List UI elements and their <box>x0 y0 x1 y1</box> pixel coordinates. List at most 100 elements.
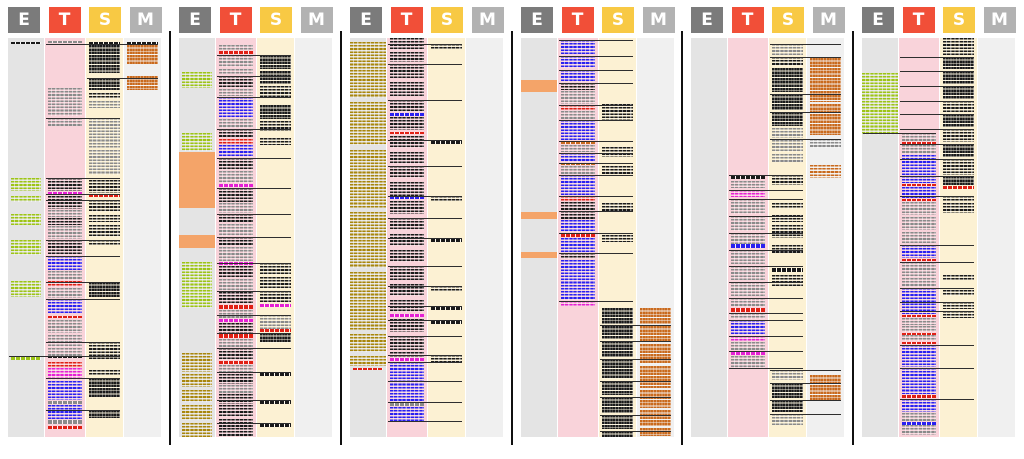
text-span-blue <box>902 345 936 367</box>
text-span-green <box>862 73 898 135</box>
text-span-orange <box>127 45 158 64</box>
text-span-orange <box>561 141 595 144</box>
text-span-black <box>431 44 462 49</box>
text-span-red <box>48 426 82 429</box>
text-span-black <box>602 203 633 211</box>
connector-line <box>900 159 974 160</box>
text-span-black <box>219 374 253 384</box>
text-span-magenta <box>219 319 253 322</box>
text-span-gray <box>731 282 765 296</box>
text-span-gray <box>561 145 595 152</box>
text-span-black <box>219 214 253 222</box>
connector-line <box>900 399 974 400</box>
text-span-gray <box>772 128 803 138</box>
text-span-blue <box>731 244 765 248</box>
text-span-black <box>219 292 253 304</box>
connector-line <box>900 144 974 145</box>
text-span-olive <box>182 390 212 402</box>
text-span-gray <box>561 111 595 119</box>
header-e-badge: E <box>8 7 40 33</box>
text-span-blue <box>902 288 936 314</box>
connector-line <box>217 400 291 401</box>
connector-line <box>770 370 841 371</box>
text-span-blue <box>390 197 424 199</box>
text-span-black <box>219 188 253 202</box>
connector-line <box>729 313 803 314</box>
connector-line <box>217 55 291 56</box>
text-span-gray <box>89 150 120 175</box>
text-span-gray <box>48 320 82 333</box>
connector-line <box>729 320 803 321</box>
text-span-black <box>943 203 974 213</box>
lane-e <box>521 38 557 437</box>
text-span-orange <box>640 366 671 388</box>
connector-line <box>217 237 291 238</box>
text-span-black <box>772 245 803 253</box>
text-span-blue <box>561 238 595 252</box>
text-span-black <box>772 175 803 185</box>
header-t-badge: T <box>390 7 423 33</box>
connector-line <box>217 333 291 334</box>
text-span-black <box>602 397 633 413</box>
text-span-red <box>48 281 82 287</box>
text-span-gray <box>48 118 82 126</box>
text-span-black <box>260 400 291 404</box>
text-span-black <box>390 234 424 246</box>
text-span-blue <box>48 381 82 400</box>
text-span-black <box>390 100 424 112</box>
text-span-blue <box>48 299 82 313</box>
text-span-green <box>11 356 41 360</box>
text-span-black <box>219 76 253 88</box>
text-span-gray <box>902 326 936 332</box>
text-span-red <box>48 316 82 318</box>
connector-line <box>217 188 291 189</box>
connector-line <box>600 415 671 416</box>
text-span-gray <box>219 385 253 393</box>
text-span-green <box>11 178 41 191</box>
text-span-gray <box>902 335 936 341</box>
connector-line <box>217 315 291 316</box>
text-span-black <box>260 138 291 145</box>
connector-line <box>388 238 462 239</box>
connector-line <box>46 118 120 119</box>
connector-line <box>559 83 633 84</box>
text-span-black <box>127 42 158 44</box>
connector-line <box>770 112 841 113</box>
text-span-gray <box>731 250 765 264</box>
text-span-red <box>561 196 595 201</box>
text-span-black <box>390 182 424 196</box>
text-span-black <box>602 166 633 174</box>
text-span-black <box>943 129 974 142</box>
text-span-black <box>219 237 253 246</box>
text-span-gray <box>772 44 803 55</box>
text-span-blue <box>561 40 595 54</box>
text-span-orange <box>640 308 671 324</box>
connector-line <box>770 414 841 415</box>
header-e-badge: E <box>691 7 723 33</box>
connector-line <box>900 368 974 369</box>
text-span-black <box>89 215 120 222</box>
text-span-blue <box>561 56 595 68</box>
text-span-black <box>431 286 462 291</box>
text-span-black <box>772 383 803 398</box>
connector-line <box>46 410 120 411</box>
text-span-black <box>431 306 462 310</box>
text-span-olive <box>182 374 212 387</box>
text-span-gray <box>731 216 765 231</box>
text-span-black <box>89 180 120 193</box>
text-span-gray <box>561 91 595 104</box>
text-span-black <box>602 415 633 429</box>
text-span-red <box>943 186 974 189</box>
text-span-gray <box>219 89 253 96</box>
text-span-black <box>89 78 120 90</box>
connector-line <box>559 301 633 302</box>
text-span-black <box>260 55 291 69</box>
connector-line <box>600 325 671 326</box>
text-span-orange <box>640 344 671 364</box>
text-span-magenta <box>390 314 424 317</box>
connector-line <box>600 381 671 382</box>
text-span-black <box>390 136 424 148</box>
text-span-magenta <box>219 184 253 187</box>
